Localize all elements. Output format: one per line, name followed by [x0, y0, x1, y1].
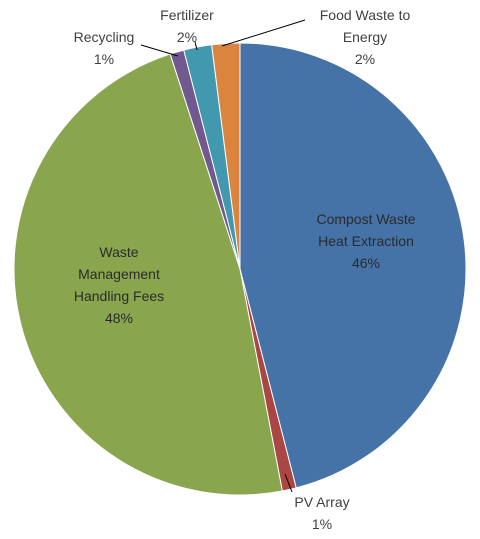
slice-name-label: Heat Extraction: [318, 233, 414, 249]
slice-name-label: Handling Fees: [74, 288, 164, 304]
leader-line: [221, 19, 306, 47]
slice-name-label: Compost Waste: [316, 211, 415, 227]
slice-percent-label: 2%: [355, 51, 375, 67]
leader-line: [194, 41, 198, 51]
slice-name-label: Energy: [343, 29, 387, 45]
pie-slice-food-waste-to-energy: [211, 42, 241, 270]
slice-percent-label: 1%: [94, 51, 114, 67]
slice-percent-label: 1%: [312, 516, 332, 532]
slice-name-label: Management: [78, 266, 160, 282]
leader-line: [140, 44, 179, 57]
slice-name-label: Food Waste to: [320, 7, 411, 23]
slice-name-label: Waste: [99, 244, 138, 260]
pie-slice-compost-waste-heat-extraction: [239, 42, 467, 489]
pie-slices: [13, 42, 467, 496]
slice-name-label: Fertilizer: [160, 7, 214, 23]
slice-name-label: Recycling: [74, 29, 135, 45]
pie-slice-waste-management-handling-fees: [13, 53, 283, 496]
slice-labels: Compost Waste Heat Extraction 46% PV Array 1…: [74, 7, 416, 532]
slice-percent-label: 46%: [352, 255, 380, 271]
slice-name-label: PV Array: [294, 494, 349, 510]
slice-percent-label: 48%: [105, 310, 133, 326]
slice-percent-label: 2%: [177, 29, 197, 45]
leader-line: [284, 473, 293, 493]
leader-lines: [140, 19, 306, 493]
